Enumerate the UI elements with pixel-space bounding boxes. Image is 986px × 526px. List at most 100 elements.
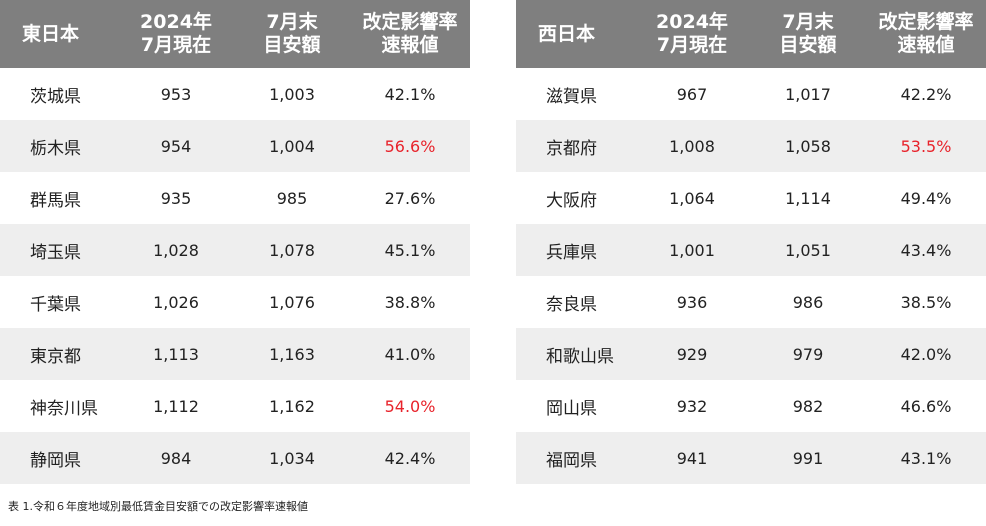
- prefecture-cell: 兵庫県: [516, 224, 634, 276]
- prefecture-cell: 京都府: [516, 120, 634, 172]
- header-line: 改定影響率: [362, 11, 458, 33]
- impact-rate-cell: 45.1%: [350, 224, 470, 276]
- prefecture-cell: 大阪府: [516, 172, 634, 224]
- current-wage-cell: 1,026: [118, 276, 234, 328]
- target-amount-cell: 979: [750, 328, 866, 380]
- current-wage-cell: 954: [118, 120, 234, 172]
- table-row: 京都府 1,008 1,058 53.5%: [516, 120, 986, 172]
- impact-rate-header: 改定影響率 速報値: [866, 0, 986, 68]
- current-wage-header: 2024年 7月現在: [118, 0, 234, 68]
- target-amount-header: 7月末 目安額: [750, 0, 866, 68]
- target-amount-cell: 1,078: [234, 224, 350, 276]
- table-row: 滋賀県 967 1,017 42.2%: [516, 68, 986, 120]
- impact-rate-cell: 42.2%: [866, 68, 986, 120]
- current-wage-cell: 953: [118, 68, 234, 120]
- header-line: 7月現在: [140, 34, 212, 56]
- impact-rate-cell: 27.6%: [350, 172, 470, 224]
- table-row: 和歌山県 929 979 42.0%: [516, 328, 986, 380]
- target-amount-cell: 1,004: [234, 120, 350, 172]
- target-amount-header: 7月末 目安額: [234, 0, 350, 68]
- current-wage-cell: 932: [634, 380, 750, 432]
- header-line: 2024年: [656, 11, 728, 33]
- prefecture-cell: 神奈川県: [0, 380, 118, 432]
- header-line: 2024年: [140, 11, 212, 33]
- current-wage-cell: 1,064: [634, 172, 750, 224]
- impact-rate-cell: 54.0%: [350, 380, 470, 432]
- prefecture-cell: 岡山県: [516, 380, 634, 432]
- current-wage-header: 2024年 7月現在: [634, 0, 750, 68]
- table-row: 群馬県 935 985 27.6%: [0, 172, 470, 224]
- west-table-body: 滋賀県 967 1,017 42.2% 京都府 1,008 1,058 53.5% 大阪府 1,0…: [516, 68, 986, 484]
- table-row: 東京都 1,113 1,163 41.0%: [0, 328, 470, 380]
- target-amount-cell: 985: [234, 172, 350, 224]
- impact-rate-cell: 38.8%: [350, 276, 470, 328]
- target-amount-cell: 1,076: [234, 276, 350, 328]
- impact-rate-cell: 42.0%: [866, 328, 986, 380]
- table-row: 静岡県 984 1,034 42.4%: [0, 432, 470, 484]
- current-wage-cell: 1,113: [118, 328, 234, 380]
- header-line: 速報値: [897, 34, 955, 56]
- table-row: 福岡県 941 991 43.1%: [516, 432, 986, 484]
- current-wage-cell: 967: [634, 68, 750, 120]
- header-line: 7月末: [266, 11, 318, 33]
- header-line: 目安額: [779, 34, 837, 56]
- prefecture-cell: 福岡県: [516, 432, 634, 484]
- target-amount-cell: 986: [750, 276, 866, 328]
- prefecture-cell: 滋賀県: [516, 68, 634, 120]
- impact-rate-cell: 56.6%: [350, 120, 470, 172]
- table-row: 大阪府 1,064 1,114 49.4%: [516, 172, 986, 224]
- header-line: 目安額: [263, 34, 321, 56]
- target-amount-cell: 1,162: [234, 380, 350, 432]
- current-wage-cell: 935: [118, 172, 234, 224]
- prefecture-cell: 奈良県: [516, 276, 634, 328]
- current-wage-cell: 941: [634, 432, 750, 484]
- current-wage-cell: 929: [634, 328, 750, 380]
- impact-rate-cell: 43.4%: [866, 224, 986, 276]
- target-amount-cell: 1,163: [234, 328, 350, 380]
- table-row: 兵庫県 1,001 1,051 43.4%: [516, 224, 986, 276]
- prefecture-cell: 群馬県: [0, 172, 118, 224]
- target-amount-cell: 991: [750, 432, 866, 484]
- prefecture-cell: 千葉県: [0, 276, 118, 328]
- impact-rate-cell: 46.6%: [866, 380, 986, 432]
- prefecture-cell: 和歌山県: [516, 328, 634, 380]
- region-header: 東日本: [0, 0, 118, 68]
- current-wage-cell: 1,028: [118, 224, 234, 276]
- prefecture-cell: 東京都: [0, 328, 118, 380]
- region-header: 西日本: [516, 0, 634, 68]
- target-amount-cell: 1,017: [750, 68, 866, 120]
- impact-rate-cell: 42.4%: [350, 432, 470, 484]
- table-row: 神奈川県 1,112 1,162 54.0%: [0, 380, 470, 432]
- west-japan-table: 西日本 2024年 7月現在 7月末 目安額 改定影響率 速報値 滋賀県 967 1…: [516, 0, 986, 484]
- current-wage-cell: 1,112: [118, 380, 234, 432]
- table-row: 茨城県 953 1,003 42.1%: [0, 68, 470, 120]
- header-line: 改定影響率: [878, 11, 974, 33]
- table-row: 埼玉県 1,028 1,078 45.1%: [0, 224, 470, 276]
- current-wage-cell: 1,008: [634, 120, 750, 172]
- impact-rate-cell: 38.5%: [866, 276, 986, 328]
- impact-rate-header: 改定影響率 速報値: [350, 0, 470, 68]
- table-row: 栃木県 954 1,004 56.6%: [0, 120, 470, 172]
- table-row: 岡山県 932 982 46.6%: [516, 380, 986, 432]
- current-wage-cell: 1,001: [634, 224, 750, 276]
- east-table-body: 茨城県 953 1,003 42.1% 栃木県 954 1,004 56.6% 群馬県 935 98…: [0, 68, 470, 484]
- current-wage-cell: 936: [634, 276, 750, 328]
- impact-rate-cell: 43.1%: [866, 432, 986, 484]
- impact-rate-cell: 42.1%: [350, 68, 470, 120]
- header-row: 東日本 2024年 7月現在 7月末 目安額 改定影響率 速報値: [0, 0, 470, 68]
- target-amount-cell: 1,114: [750, 172, 866, 224]
- impact-rate-cell: 41.0%: [350, 328, 470, 380]
- header-line: 7月末: [782, 11, 834, 33]
- table-row: 奈良県 936 986 38.5%: [516, 276, 986, 328]
- current-wage-cell: 984: [118, 432, 234, 484]
- east-japan-table: 東日本 2024年 7月現在 7月末 目安額 改定影響率 速報値 茨城県 953 1…: [0, 0, 470, 484]
- table-row: 千葉県 1,026 1,076 38.8%: [0, 276, 470, 328]
- target-amount-cell: 982: [750, 380, 866, 432]
- impact-rate-cell: 49.4%: [866, 172, 986, 224]
- east-japan-panel: 東日本 2024年 7月現在 7月末 目安額 改定影響率 速報値 茨城県 953 1…: [0, 0, 470, 484]
- target-amount-cell: 1,051: [750, 224, 866, 276]
- target-amount-cell: 1,034: [234, 432, 350, 484]
- prefecture-cell: 静岡県: [0, 432, 118, 484]
- prefecture-cell: 茨城県: [0, 68, 118, 120]
- prefecture-cell: 栃木県: [0, 120, 118, 172]
